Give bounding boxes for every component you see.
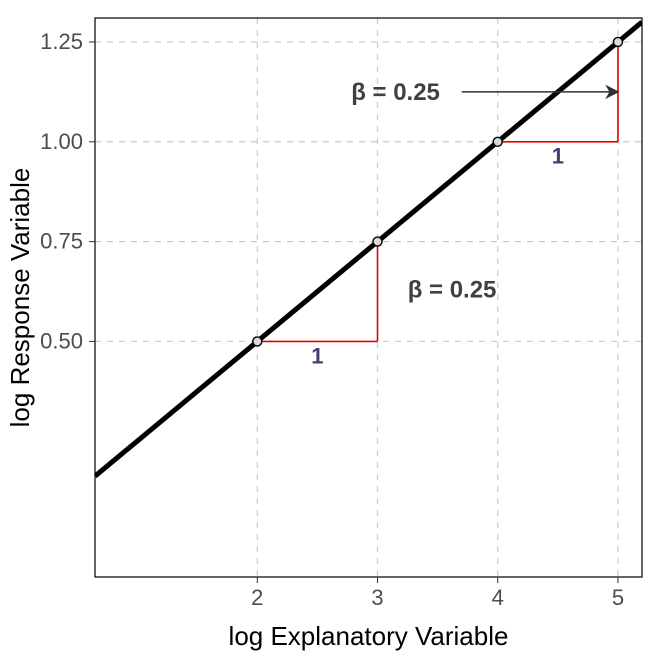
- data-point: [373, 237, 382, 246]
- data-point: [613, 37, 622, 46]
- log-log-slope-chart: 1 1 β = 0.25 β = 0.25 2 3 4 5 0.50 0.75 1.00 1.25 lo…: [0, 0, 672, 672]
- x-tick-label: 5: [612, 585, 624, 610]
- data-point: [493, 137, 502, 146]
- x-axis-title: log Explanatory Variable: [229, 621, 509, 651]
- beta-label: β = 0.25: [408, 277, 497, 304]
- y-axis-title: log Response Variable: [5, 168, 35, 428]
- y-tick-label: 0.50: [40, 328, 83, 353]
- run-label: 1: [552, 144, 564, 169]
- run-label: 1: [311, 343, 323, 368]
- x-tick-label: 3: [371, 585, 383, 610]
- beta-label: β = 0.25: [351, 79, 440, 106]
- y-tick-label: 0.75: [40, 229, 83, 254]
- data-point: [253, 337, 262, 346]
- y-tick-label: 1.25: [40, 29, 83, 54]
- y-tick-label: 1.00: [40, 129, 83, 154]
- x-tick-label: 4: [492, 585, 504, 610]
- x-tick-label: 2: [251, 585, 263, 610]
